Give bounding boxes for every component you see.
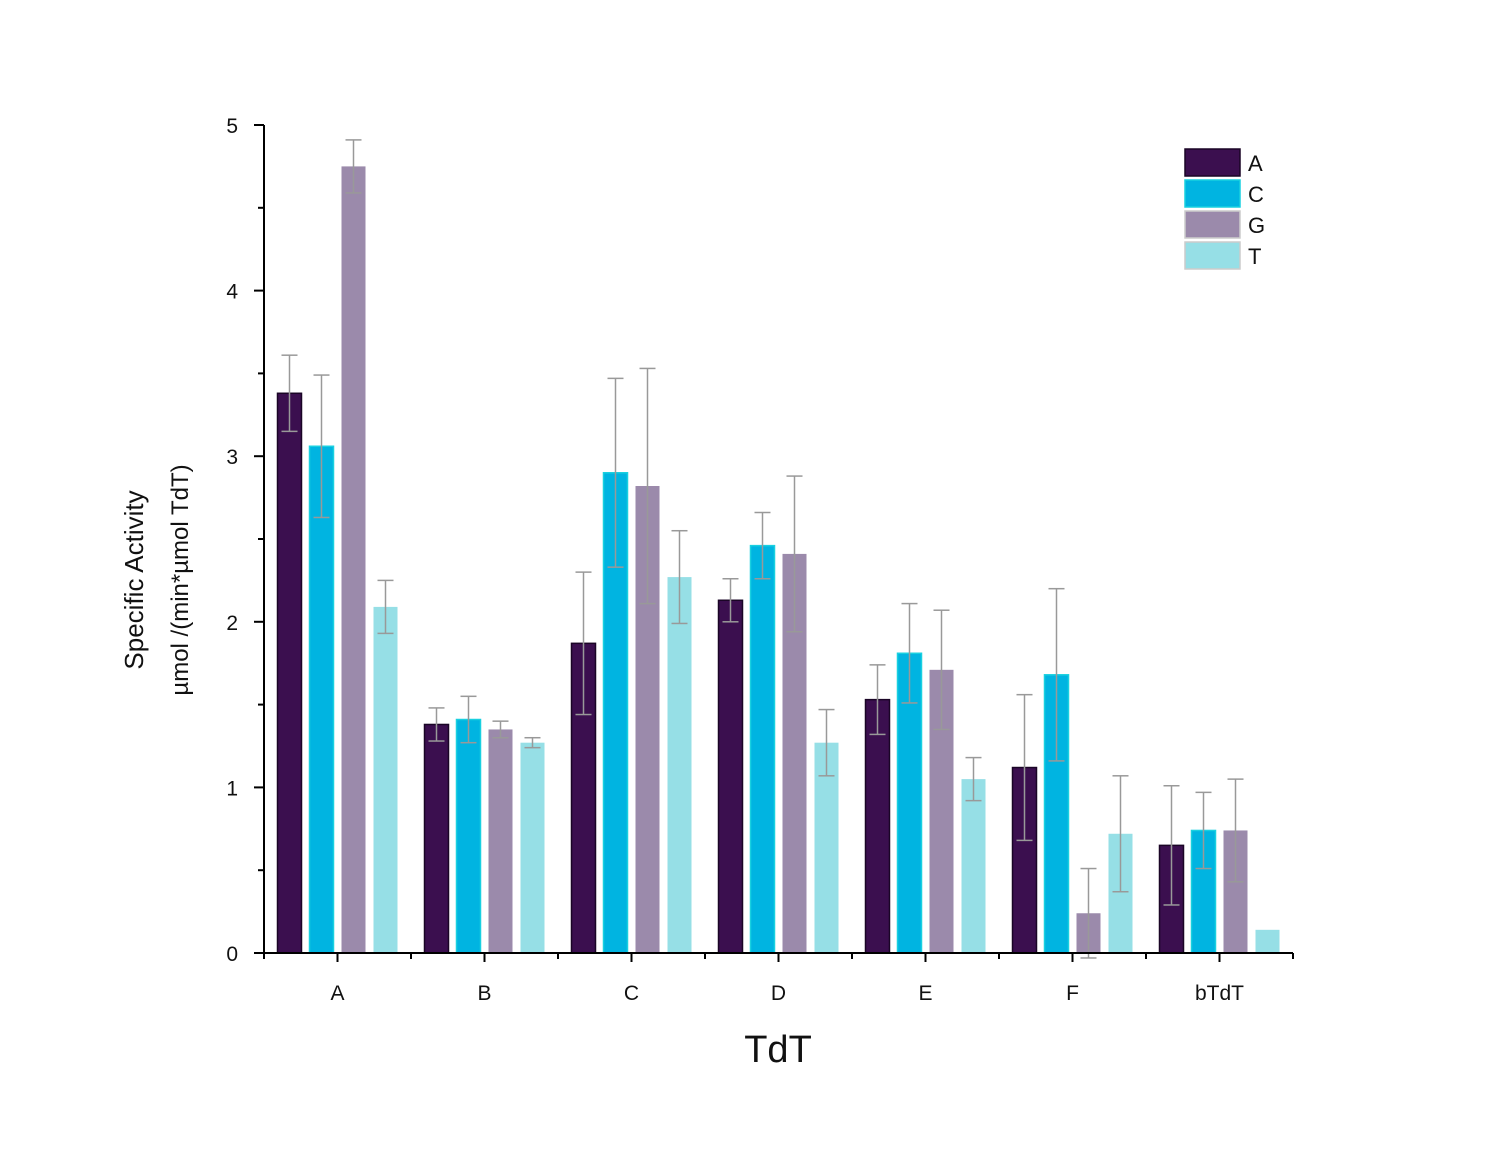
y-tick-label: 2: [226, 612, 238, 635]
bar-D-C: [749, 544, 776, 954]
y-tick-label: 3: [226, 446, 238, 469]
legend-label-G: G: [1248, 213, 1265, 238]
bar-D-A: [717, 599, 744, 954]
x-axis-title: TdT: [744, 1029, 812, 1071]
legend-swatch-A: [1184, 148, 1241, 177]
x-tick-label: D: [771, 982, 786, 1005]
legend-label-C: C: [1248, 182, 1264, 207]
x-tick-label: C: [624, 982, 639, 1005]
bars-layer: [276, 139, 1280, 959]
bar-B-A: [423, 723, 450, 954]
bar-E-A: [864, 698, 891, 954]
x-tick-label: F: [1066, 982, 1079, 1005]
y-tick-label: 5: [226, 115, 238, 138]
y-axis-units: µmol /(min*µmol TdT): [167, 464, 194, 695]
legend-swatch-T: [1184, 241, 1241, 270]
legend-swatch-G: [1184, 210, 1241, 239]
legend-label-A: A: [1248, 151, 1263, 176]
legend-label-T: T: [1248, 244, 1261, 269]
bar-D-T: [814, 742, 839, 953]
bar-bTdT-T: [1255, 929, 1280, 953]
legend-swatch-C: [1184, 179, 1241, 208]
bar-C-T: [667, 577, 692, 953]
x-tick-label: A: [330, 982, 344, 1005]
bar-A-C: [308, 445, 335, 954]
bar-A-G: [341, 166, 366, 953]
x-tick-label: E: [918, 982, 932, 1005]
bar-A-A: [276, 392, 303, 954]
y-tick-label: 0: [226, 943, 238, 966]
bar-E-T: [961, 779, 986, 953]
bar-A-T: [373, 606, 398, 953]
y-tick-label: 1: [226, 777, 238, 800]
y-tick-label: 4: [226, 281, 238, 304]
bar-B-T: [520, 742, 545, 953]
bar-B-C: [455, 718, 482, 954]
bar-B-G: [488, 729, 513, 953]
x-tick-label: B: [477, 982, 491, 1005]
x-tick-label: bTdT: [1195, 982, 1244, 1005]
y-axis-title: Specific Activity: [119, 490, 149, 669]
